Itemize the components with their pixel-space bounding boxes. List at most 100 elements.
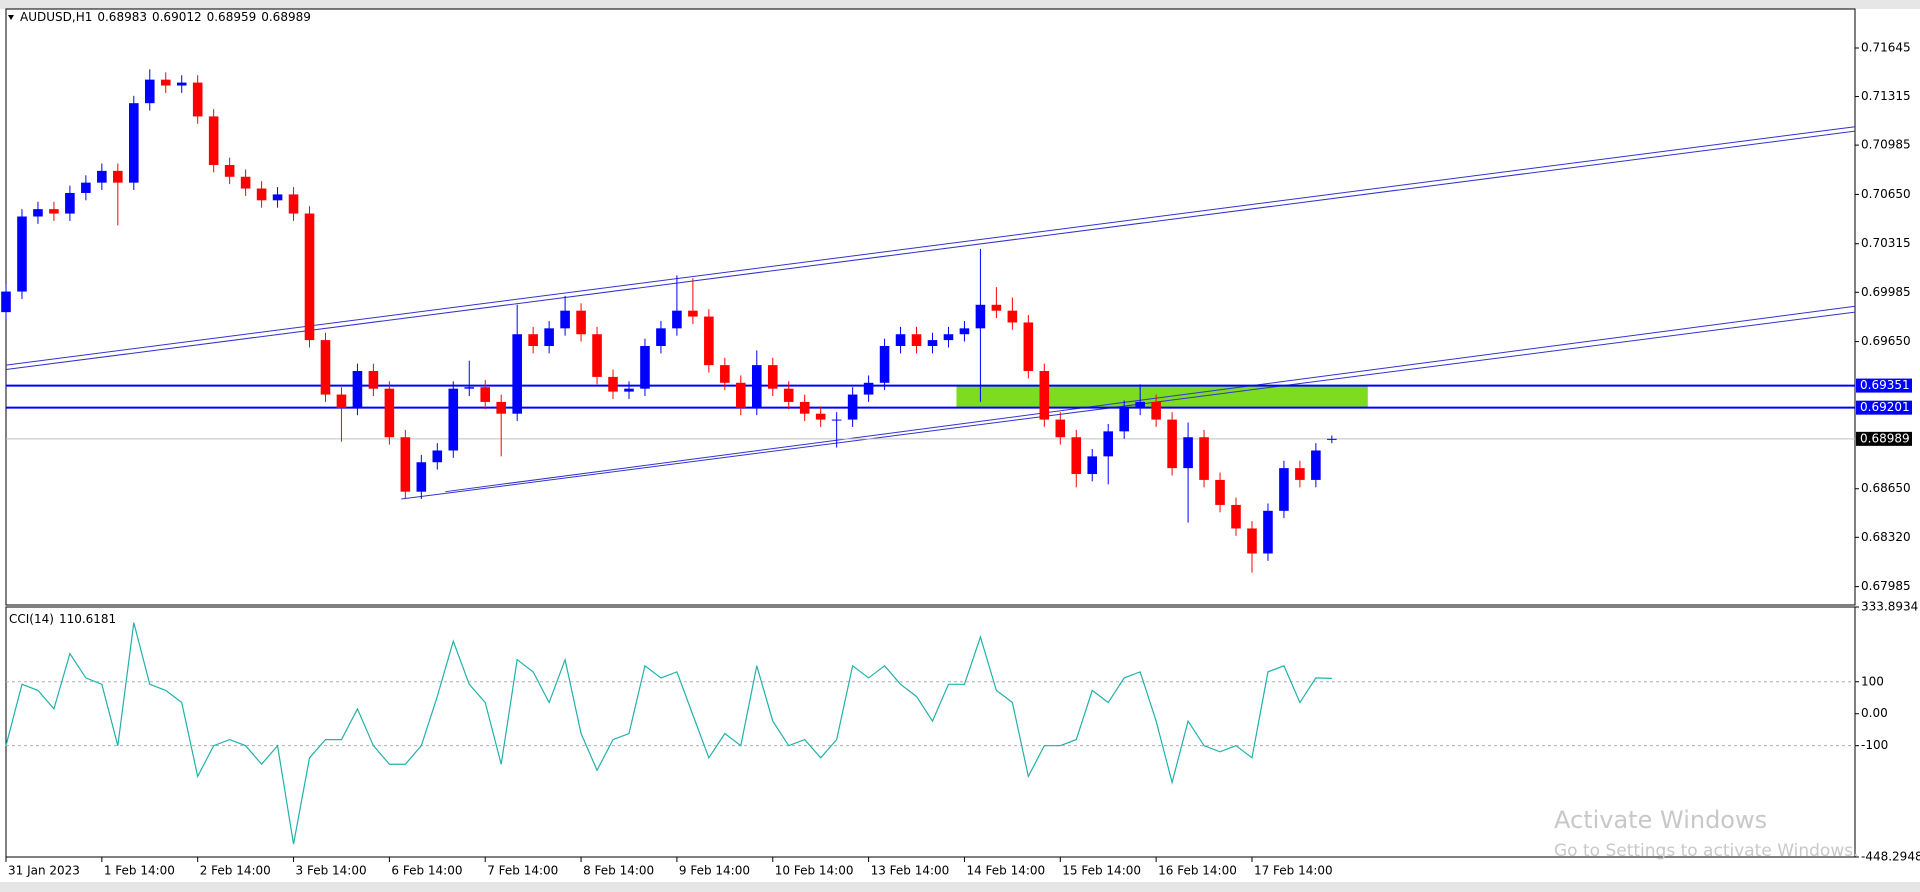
x-tick-label: 10 Feb 14:00 (775, 864, 854, 878)
x-tick-label: 15 Feb 14:00 (1062, 864, 1141, 878)
price-label: 0.68989 (1860, 431, 1910, 445)
candle-body (911, 334, 922, 346)
candle-body (288, 194, 299, 214)
candle-body (129, 103, 139, 183)
watermark-subtitle: Go to Settings to activate Windows. (1554, 841, 1859, 861)
candle-body (1215, 479, 1225, 505)
candle-body (783, 388, 794, 402)
candle-body (17, 216, 27, 292)
candle-body (799, 401, 810, 414)
candle-body (1199, 437, 1209, 480)
y-tick-label: 0.69985 (1861, 285, 1911, 299)
candle-body (1023, 322, 1034, 372)
symbol: AUDUSD,H1 (20, 10, 93, 24)
candle-body (1135, 401, 1145, 408)
candle-body (975, 304, 986, 329)
candle-body (1263, 510, 1273, 554)
candle-body (1, 291, 11, 313)
candle-body (720, 365, 730, 383)
candle-body (65, 192, 75, 214)
candle-body (815, 413, 826, 420)
candle-body (1279, 468, 1289, 511)
candle-body (560, 310, 570, 329)
candle-body (272, 194, 283, 201)
candle-body (624, 388, 634, 392)
y-tick-label: -448.2948 (1861, 850, 1920, 864)
candle-body (943, 334, 954, 341)
level-label: 0.69201 (1860, 400, 1910, 414)
candle-body (1071, 437, 1082, 475)
chart-background (0, 9, 1920, 882)
candle-body (640, 345, 650, 389)
candle-body (496, 401, 506, 414)
candle-body (1167, 419, 1177, 469)
y-tick-label: 0.71645 (1861, 40, 1911, 54)
candle-body (400, 437, 411, 492)
top-strip (0, 0, 1920, 9)
candle-body (656, 328, 666, 346)
x-tick-label: 16 Feb 14:00 (1158, 864, 1237, 878)
x-tick-label: 14 Feb 14:00 (966, 864, 1045, 878)
watermark-title: Activate Windows (1554, 806, 1768, 834)
y-tick-label: 100 (1861, 674, 1884, 688)
x-tick-label: 9 Feb 14:00 (679, 864, 750, 878)
x-tick-label: 3 Feb 14:00 (296, 864, 367, 878)
candle-body (1295, 468, 1305, 480)
candle-body (1039, 371, 1050, 420)
candle-body (544, 328, 554, 346)
candle-body (368, 371, 379, 389)
candle-body (176, 82, 187, 86)
candle-body (144, 79, 155, 104)
candle-body (512, 334, 522, 414)
level-label: 0.69351 (1860, 378, 1910, 392)
indicator-panel-frame (5, 606, 1856, 858)
candle-body (97, 170, 107, 183)
candle-body (608, 376, 618, 392)
trendline (445, 305, 1856, 493)
candle-body (1087, 456, 1098, 475)
candle-body (304, 213, 315, 341)
candle-body (480, 387, 491, 402)
candle-body (528, 334, 538, 346)
candle-body (895, 334, 906, 346)
candle-body (1247, 528, 1257, 554)
candle-body (192, 82, 203, 117)
indicator-value: 110.6181 (58, 612, 117, 626)
x-tick-label: 13 Feb 14:00 (871, 864, 950, 878)
candle-body (1103, 431, 1114, 457)
candle-body (1151, 401, 1161, 420)
level-label-box (1856, 378, 1912, 393)
candle-body (688, 310, 698, 317)
ohlc-close: 0.68989 (261, 10, 311, 24)
candle-body (847, 394, 858, 420)
candle-body (49, 209, 59, 214)
tab-strip (0, 882, 1920, 892)
x-tick-label: 6 Feb 14:00 (391, 864, 462, 878)
y-tick-label: 0.68320 (1861, 530, 1911, 544)
y-tick-label: 0.70985 (1861, 138, 1911, 152)
candle-body (1231, 504, 1241, 529)
candle-body (256, 188, 267, 201)
y-tick-label: 0.70650 (1861, 187, 1911, 201)
candle-body (113, 170, 123, 183)
x-tick-label: 8 Feb 14:00 (583, 864, 654, 878)
y-tick-label: -100 (1861, 738, 1888, 752)
candle-body (576, 310, 586, 335)
candle-body (672, 310, 682, 329)
candle-body (208, 116, 219, 165)
indicator-name: CCI(14) (9, 612, 54, 626)
candle-body (432, 450, 443, 463)
candle-body (1055, 419, 1066, 438)
candle-body (160, 79, 171, 86)
y-tick-label: 0.71315 (1861, 89, 1911, 103)
candle-body (81, 182, 91, 193)
collapse-icon (8, 15, 14, 20)
candle-body (959, 328, 970, 335)
candle-body (1311, 450, 1321, 480)
candle-body (863, 382, 874, 395)
candle-body (831, 419, 842, 421)
candle-body (751, 365, 762, 408)
candle-body (464, 387, 475, 389)
x-tick-label: 1 Feb 14:00 (104, 864, 175, 878)
